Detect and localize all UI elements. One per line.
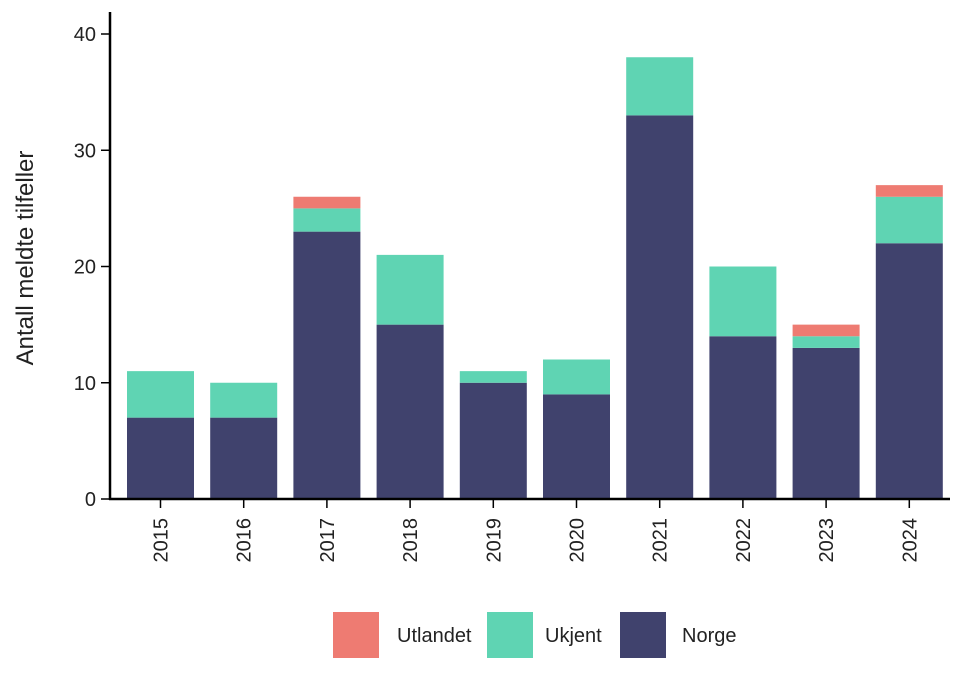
bar-norge-2023 (792, 347, 860, 500)
bar-utlandet-2024 (875, 185, 943, 197)
x-tick-label-2023: 2023 (816, 518, 838, 563)
legend-swatch-utlandet (333, 612, 379, 658)
x-tick-label-2018: 2018 (400, 518, 422, 563)
y-tick-label: 30 (74, 140, 96, 162)
x-tick-label-2022: 2022 (733, 518, 755, 563)
bar-ukjent-2019 (459, 371, 527, 383)
x-tick-label-2024: 2024 (899, 518, 921, 563)
y-tick-label: 20 (74, 257, 96, 279)
bar-ukjent-2016 (210, 382, 278, 418)
x-tick-label-2019: 2019 (483, 518, 505, 563)
bar-utlandet-2023 (792, 324, 860, 337)
bar-ukjent-2022 (709, 266, 777, 337)
y-tick-label: 10 (74, 373, 96, 395)
x-tick-label-2015: 2015 (151, 518, 173, 563)
bar-norge-2018 (376, 324, 444, 500)
bar-ukjent-2018 (376, 254, 444, 325)
bar-ukjent-2021 (626, 57, 694, 116)
bar-ukjent-2017 (293, 208, 361, 232)
y-axis-label: Antall meldte tilfeller (12, 151, 39, 366)
bar-ukjent-2020 (543, 359, 610, 395)
x-tick-label-2016: 2016 (234, 518, 256, 563)
bar-norge-2022 (709, 336, 777, 499)
bar-norge-2015 (127, 417, 194, 500)
x-tick-label-2021: 2021 (650, 518, 672, 563)
legend-label-utlandet: Utlandet (397, 625, 472, 647)
bar-norge-2016 (210, 417, 278, 500)
bar-norge-2020 (543, 394, 610, 500)
plot-area: 0 10 20 30 40 2015 2016 2017 2018 2019 2020 2021 202… (74, 12, 950, 563)
y-tick-label: 40 (74, 24, 96, 46)
legend: Utlandet Ukjent Norge (333, 612, 736, 658)
legend-swatch-ukjent (487, 612, 533, 658)
y-tick-label: 0 (85, 489, 96, 511)
bar-norge-2019 (459, 382, 527, 499)
legend-swatch-norge (620, 612, 666, 658)
bar-ukjent-2015 (127, 371, 194, 418)
bar-norge-2024 (875, 243, 943, 499)
legend-label-norge: Norge (682, 625, 736, 647)
bar-norge-2021 (626, 115, 694, 500)
bar-ukjent-2023 (792, 336, 860, 348)
x-tick-label-2017: 2017 (317, 518, 339, 563)
bar-norge-2017 (293, 231, 361, 500)
bar-ukjent-2024 (875, 196, 943, 244)
x-tick-label-2020: 2020 (567, 518, 589, 563)
bar-utlandet-2017 (293, 196, 361, 209)
legend-label-ukjent: Ukjent (545, 625, 602, 647)
